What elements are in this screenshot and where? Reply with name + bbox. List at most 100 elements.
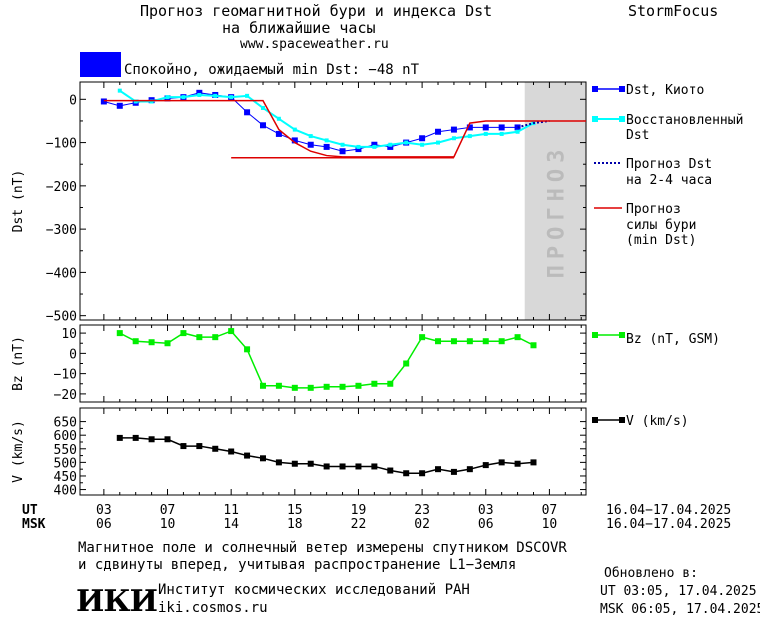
data-point xyxy=(498,124,505,131)
data-point xyxy=(339,463,346,470)
iki-logo: ИКИ xyxy=(76,584,158,619)
data-point xyxy=(307,384,314,391)
legend-marker xyxy=(592,86,598,92)
data-point xyxy=(213,93,218,98)
data-point xyxy=(466,338,473,345)
msk-label: MSK xyxy=(22,517,46,532)
data-point xyxy=(259,382,266,389)
legend-label: Восстановленный xyxy=(626,113,743,128)
legend-label: Прогноз Dst xyxy=(626,157,712,172)
data-point xyxy=(228,448,235,455)
data-point xyxy=(515,129,520,134)
data-point xyxy=(404,140,409,145)
y-tick-label: −20 xyxy=(54,388,77,403)
ut-date-range: 16.04−17.04.2025 xyxy=(606,503,731,518)
legend-marker xyxy=(592,417,598,423)
data-point xyxy=(116,434,123,441)
site-url[interactable]: www.spaceweather.ru xyxy=(240,37,389,52)
data-point xyxy=(181,95,186,100)
data-point xyxy=(276,116,281,121)
y-axis-label: Dst (nT) xyxy=(11,170,26,233)
data-point xyxy=(100,98,107,105)
data-point xyxy=(116,330,123,337)
institute-name: Институт космических исследований РАН xyxy=(158,582,470,598)
updated-msk: MSK 06:05, 17.04.2025 xyxy=(600,602,760,617)
data-point xyxy=(323,383,330,390)
legend-label: на 2-4 часа xyxy=(626,173,712,188)
data-point xyxy=(196,334,203,341)
bz-panel: 10 0 −10 −20 Bz (nT) xyxy=(11,324,587,403)
data-point xyxy=(450,338,457,345)
data-point xyxy=(165,95,170,100)
legend-marker xyxy=(592,332,598,338)
data-point xyxy=(498,338,505,345)
data-point xyxy=(275,459,282,466)
x-tick-label-ut: 07 xyxy=(542,503,558,518)
data-point xyxy=(482,462,489,469)
y-tick-label: −400 xyxy=(46,266,77,281)
legend-marker xyxy=(592,116,598,122)
legend-label: Bz (nT, GSM) xyxy=(626,332,720,347)
data-point xyxy=(245,93,250,98)
x-tick-label-msk: 10 xyxy=(542,517,558,532)
x-tick-label-ut: 07 xyxy=(160,503,176,518)
msk-date-range: 16.04−17.04.2025 xyxy=(606,517,731,532)
data-point xyxy=(355,146,362,153)
brand-name: StormFocus xyxy=(628,2,719,20)
legend-label: Dst, Киото xyxy=(626,83,704,98)
data-point xyxy=(403,360,410,367)
data-point xyxy=(514,460,521,467)
footer-note-line2: и сдвинуты вперед, учитывая распростране… xyxy=(78,557,517,573)
legend-label: Прогноз xyxy=(626,202,681,217)
data-point xyxy=(483,131,488,136)
data-point xyxy=(308,134,313,139)
data-point xyxy=(197,92,202,97)
data-point xyxy=(371,141,378,148)
y-axis-label: Bz (nT) xyxy=(11,336,26,391)
data-point xyxy=(244,346,251,353)
y-tick-label: −200 xyxy=(46,180,77,195)
data-point xyxy=(388,142,393,147)
data-point xyxy=(275,382,282,389)
x-axis: UTMSK0306071011141518192223020306071016.… xyxy=(22,503,731,532)
data-point xyxy=(307,460,314,467)
x-tick-label-msk: 10 xyxy=(160,517,176,532)
data-point xyxy=(148,339,155,346)
data-point xyxy=(307,141,314,148)
data-point xyxy=(259,455,266,462)
x-tick-label-ut: 23 xyxy=(414,503,430,518)
data-point xyxy=(451,136,456,141)
panel-frame xyxy=(79,81,587,321)
data-point xyxy=(164,436,171,443)
data-point xyxy=(450,468,457,475)
institute-url[interactable]: iki.cosmos.ru xyxy=(158,600,268,616)
y-tick-label: 650 xyxy=(54,416,77,431)
data-point xyxy=(340,142,345,147)
data-point xyxy=(292,127,297,132)
x-tick-label-ut: 03 xyxy=(96,503,112,518)
data-point xyxy=(419,334,426,341)
data-point xyxy=(530,459,537,466)
data-point xyxy=(514,334,521,341)
data-point xyxy=(324,138,329,143)
data-point xyxy=(498,459,505,466)
data-point xyxy=(180,443,187,450)
data-point xyxy=(228,328,235,335)
data-point xyxy=(339,383,346,390)
data-point xyxy=(164,340,171,347)
data-point xyxy=(259,122,266,129)
data-point xyxy=(291,137,298,144)
y-tick-label: −100 xyxy=(46,137,77,152)
data-point xyxy=(180,330,187,337)
data-point xyxy=(117,88,122,93)
panel-frame xyxy=(79,324,587,403)
data-point xyxy=(371,380,378,387)
data-point xyxy=(212,334,219,341)
data-point xyxy=(196,443,203,450)
data-point xyxy=(482,124,489,131)
updated-label: Обновлено в: xyxy=(604,566,698,581)
data-point xyxy=(419,470,426,477)
x-tick-label-msk: 06 xyxy=(478,517,494,532)
y-tick-label: −500 xyxy=(46,310,77,325)
